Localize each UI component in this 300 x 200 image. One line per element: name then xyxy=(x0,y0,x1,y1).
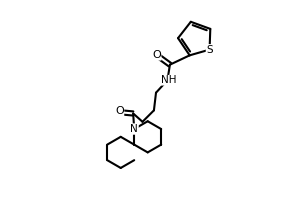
Text: NH: NH xyxy=(161,75,176,85)
Text: N: N xyxy=(130,124,138,134)
Text: O: O xyxy=(152,50,161,60)
Text: O: O xyxy=(115,106,124,116)
Text: N: N xyxy=(130,124,138,134)
Text: S: S xyxy=(206,45,213,55)
